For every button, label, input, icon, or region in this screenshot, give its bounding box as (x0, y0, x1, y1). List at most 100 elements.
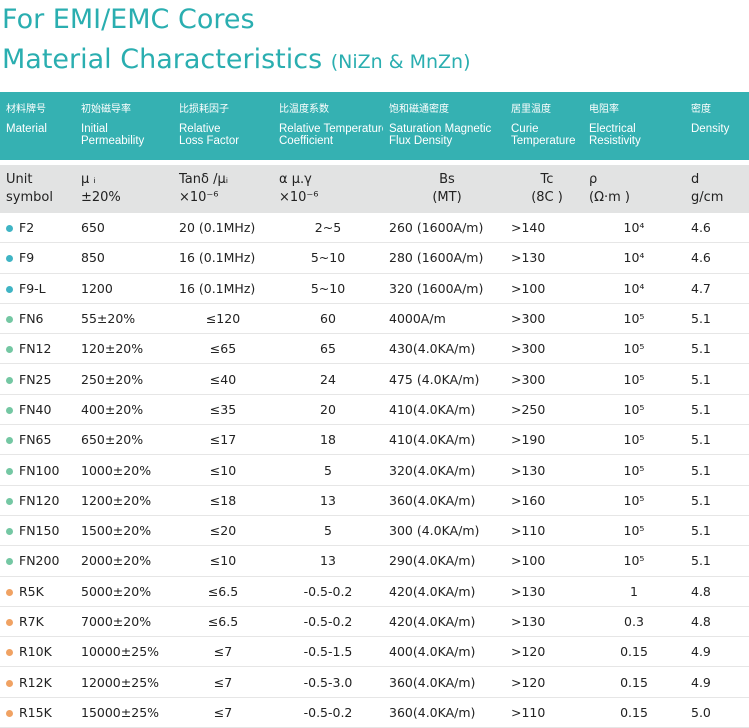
marker-dot (6, 225, 13, 233)
cell: >250 (505, 394, 583, 426)
cell-text: 10⁴ (623, 220, 645, 236)
cell: R12K (0, 666, 75, 698)
cell-text: 5.1 (691, 492, 711, 508)
cell: 850 (75, 242, 173, 274)
cell: ≤7 (173, 636, 273, 668)
cell-text: 16 (0.1MHz) (179, 250, 256, 266)
cell: 430(4.0KA/m) (383, 333, 505, 365)
header-zh: 比损耗因子 (179, 104, 229, 115)
cell-text: 1200 (81, 280, 113, 296)
cell-text: >120 (511, 674, 546, 690)
cell-text: 360(4.0KA/m) (389, 674, 476, 690)
cell-text: 400(4.0KA/m) (389, 644, 476, 660)
cell: 410(4.0KA/m) (383, 424, 505, 456)
cell-text: >130 (511, 614, 546, 629)
marker-dot (6, 679, 13, 687)
cell: 360(4.0KA/m) (383, 485, 505, 516)
cell: 10⁴ (583, 213, 685, 244)
cell-text: 410(4.0KA/m) (389, 401, 476, 417)
unit-text: Unit (6, 172, 33, 187)
cell: -0.5-3.0 (273, 666, 383, 698)
cell-text: 5.1 (691, 432, 711, 448)
cell-text: R10K (19, 644, 52, 660)
cell-text: 4000A/m (389, 311, 446, 327)
cell-text: 4.6 (691, 250, 711, 266)
cell: FN6 (0, 303, 75, 335)
header-zh: 初始磁导率 (81, 104, 131, 115)
data-row: FN200 2000±20% ≤10 13 290(4.0KA/m) >100 10⁵ 5.1 (0, 545, 749, 577)
cell: ≤40 (173, 363, 273, 395)
cell-text: 5.1 (691, 523, 711, 539)
cell-text: R12K (19, 674, 52, 690)
data-row: F9 850 16 (0.1MHz) 5~10 280 (1600A/m) >130 10⁴… (0, 242, 749, 274)
cell-text: ≤65 (209, 341, 237, 357)
cell: ≤20 (173, 515, 273, 547)
header-en: Saturation Magnetic (389, 123, 492, 135)
cell: 10⁵ (583, 515, 685, 547)
cell: -0.5-0.2 (273, 576, 383, 607)
cell-text: FN25 (19, 371, 52, 387)
cell-text: 10⁵ (623, 341, 645, 357)
cell: 4.9 (685, 636, 749, 668)
table: 材料牌号 Material 初始磁导率 Initial Permeability 比损耗因… (0, 92, 749, 728)
cell-text: 10⁵ (623, 523, 645, 539)
cell-text: R5K (19, 583, 44, 599)
cell: 10⁵ (583, 333, 685, 365)
cell-text: >120 (511, 644, 546, 660)
cell-text: 360(4.0KA/m) (389, 492, 476, 508)
cell: 5~10 (273, 273, 383, 304)
cell: 10⁴ (583, 242, 685, 274)
cell: 0.15 (583, 636, 685, 668)
cell: 420(4.0KA/m) (383, 576, 505, 607)
cell-text: -0.5-1.5 (303, 644, 353, 660)
unit-text: ρ (589, 172, 598, 187)
cell: 10⁵ (583, 454, 685, 486)
cell: 360(4.0KA/m) (383, 666, 505, 698)
data-row: FN65 650±20% ≤17 18 410(4.0KA/m) >190 10⁵ 5.1 (0, 424, 749, 456)
cell: R5K (0, 576, 75, 607)
cell: -0.5-0.2 (273, 606, 383, 638)
cell: 10⁵ (583, 424, 685, 456)
cell: >100 (505, 545, 583, 577)
cell: FN120 (0, 485, 75, 516)
cell-text: ≤18 (209, 492, 237, 508)
marker-dot (6, 346, 13, 354)
cell-text: 10⁴ (623, 280, 645, 296)
title-2: Material Characteristics (NiZn & MnZn) (0, 40, 749, 82)
cell: 24 (273, 363, 383, 395)
cell: 0.15 (583, 666, 685, 698)
header-en: Initial (81, 123, 108, 135)
cell: ≤120 (173, 303, 273, 335)
cell-text: ≤40 (209, 371, 237, 387)
cell-text: 0.15 (620, 644, 648, 660)
cell-text: 10⁵ (623, 553, 645, 569)
cell-text: 10⁵ (623, 401, 645, 417)
cell: ≤35 (173, 394, 273, 426)
unit-row: Unit symbol μ ᵢ ±20% Tanδ /μᵢ ×10⁻⁶ α μ.γ ×10⁻⁶… (0, 160, 749, 213)
cell: 5~10 (273, 242, 383, 274)
cell: FN12 (0, 333, 75, 365)
cell: >100 (505, 273, 583, 304)
cell-text: 2~5 (314, 220, 342, 236)
cell-text: 475 (4.0KA/m) (389, 371, 480, 387)
cell: ≤65 (173, 333, 273, 365)
header-cell: 初始磁导率 Initial Permeability (75, 92, 173, 163)
cell: ≤17 (173, 424, 273, 456)
cell-text: >300 (511, 311, 546, 327)
cell-text: >130 (511, 462, 546, 478)
cell-text: 300 (4.0KA/m) (389, 523, 480, 539)
cell: 60 (273, 303, 383, 335)
cell-text: R15K (19, 704, 52, 720)
cell: FN65 (0, 424, 75, 456)
cell: 1200±20% (75, 485, 173, 516)
cell: >110 (505, 515, 583, 547)
header-en: Flux Density (389, 135, 453, 147)
cell: 16 (0.1MHz) (173, 242, 273, 274)
cell: 5 (273, 515, 383, 547)
cell-text: 360(4.0KA/m) (389, 704, 476, 720)
marker-dot (6, 558, 13, 566)
cell-text: 4.7 (691, 280, 711, 296)
cell-text: 16 (0.1MHz) (179, 280, 256, 296)
cell-text: 5.1 (691, 462, 711, 478)
cell-text: >130 (511, 583, 546, 599)
